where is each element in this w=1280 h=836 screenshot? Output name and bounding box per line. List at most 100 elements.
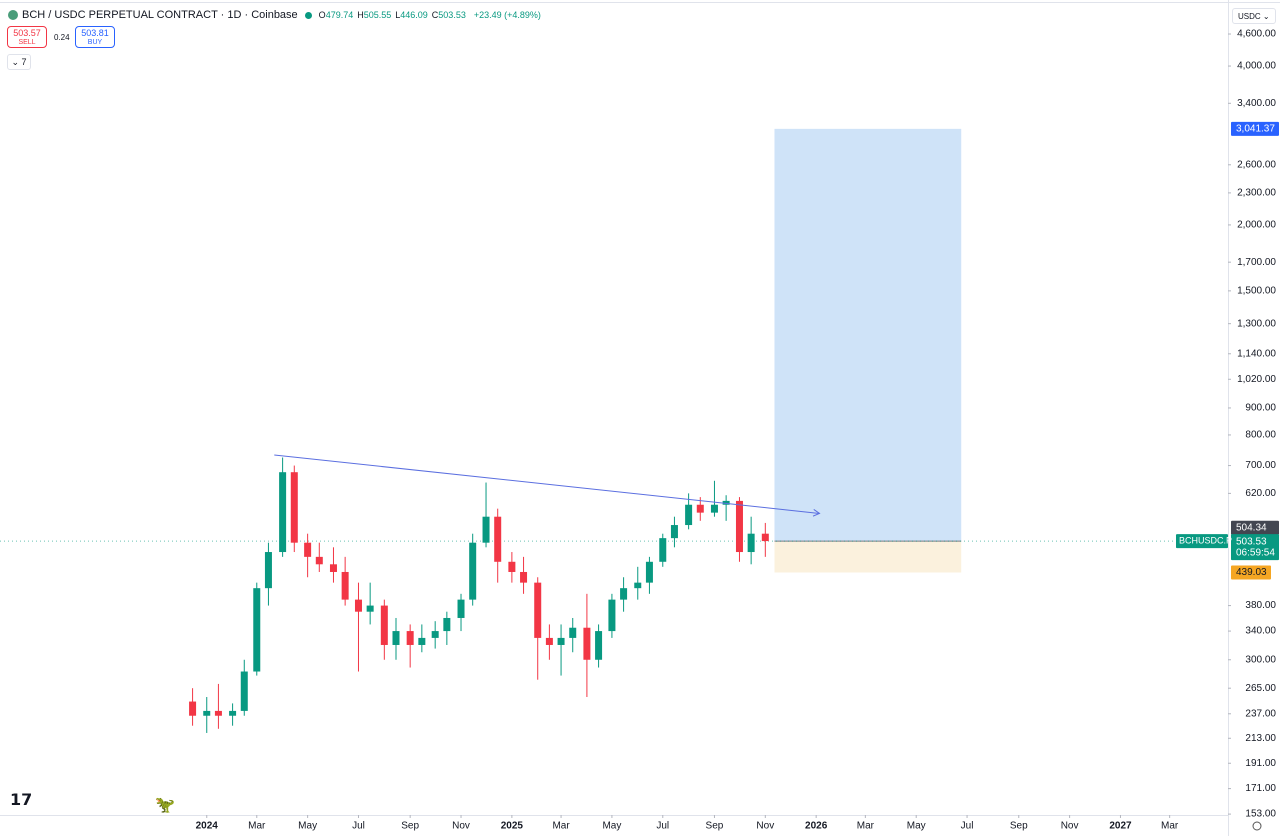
candle-body bbox=[747, 533, 755, 553]
candle-body bbox=[645, 561, 653, 583]
settings-icon[interactable] bbox=[1252, 821, 1262, 831]
mark-price-label-bg bbox=[1231, 520, 1279, 535]
x-tick-label: Nov bbox=[756, 821, 774, 832]
ohlc-value: 503.53 bbox=[438, 10, 466, 20]
y-tick-label: 4,000.00 bbox=[1237, 61, 1276, 72]
sell-price: 503.57 bbox=[13, 28, 41, 38]
currency-select[interactable]: USDC ⌄ bbox=[1232, 8, 1276, 24]
x-tick-label: 2025 bbox=[501, 821, 524, 832]
candle-body bbox=[290, 472, 298, 543]
candle-body bbox=[494, 516, 502, 562]
y-tick-label: 2,300.00 bbox=[1237, 188, 1276, 199]
x-tick-label: Sep bbox=[1010, 821, 1028, 832]
symbol-icon bbox=[8, 10, 18, 20]
y-tick-label: 1,140.00 bbox=[1237, 348, 1276, 359]
indicators-toggle[interactable]: ⌄ 7 bbox=[7, 54, 31, 70]
y-tick-label: 3,400.00 bbox=[1237, 98, 1276, 109]
y-tick-label: 2,600.00 bbox=[1237, 159, 1276, 170]
y-tick-label: 700.00 bbox=[1245, 460, 1276, 471]
candle-body bbox=[583, 627, 591, 660]
candle-body bbox=[557, 637, 565, 645]
indicator-count: 7 bbox=[21, 57, 27, 67]
candle-body bbox=[329, 564, 337, 572]
y-tick-label: 300.00 bbox=[1245, 654, 1276, 665]
candle-body bbox=[189, 701, 197, 716]
candle-body bbox=[304, 542, 312, 557]
candle-body bbox=[264, 552, 272, 589]
ohlc-key: L bbox=[395, 10, 401, 20]
candle-body bbox=[620, 588, 628, 600]
status-dot bbox=[304, 11, 312, 19]
y-tick-label: 1,020.00 bbox=[1237, 374, 1276, 385]
ohlc-value: 479.74 bbox=[325, 10, 354, 20]
last-price-label: 503.53 bbox=[1236, 537, 1267, 548]
y-tick-label: 1,300.00 bbox=[1237, 318, 1276, 329]
symbol: BCH / USDC PERPETUAL CONTRACT · 1D · Coi… bbox=[22, 9, 298, 21]
candle-body bbox=[482, 516, 490, 543]
candle-body bbox=[735, 500, 743, 553]
y-tick-label: 237.00 bbox=[1245, 708, 1276, 719]
y-tick-label: 1,700.00 bbox=[1237, 257, 1276, 268]
x-tick-label: Nov bbox=[452, 821, 470, 832]
sell-button[interactable]: 503.57 SELL bbox=[7, 26, 47, 48]
spread: 0.24 bbox=[54, 33, 70, 42]
trend-arrow-head bbox=[812, 509, 821, 517]
y-tick-label: 265.00 bbox=[1245, 683, 1276, 694]
countdown: 06:59:54 bbox=[1236, 548, 1275, 559]
candle-body bbox=[520, 571, 528, 583]
candle-body bbox=[392, 631, 400, 645]
candle-body bbox=[569, 627, 577, 638]
trend-line bbox=[274, 454, 820, 514]
candle-body bbox=[608, 599, 616, 632]
x-tick-label: Sep bbox=[706, 821, 724, 832]
x-tick-label: Jul bbox=[656, 821, 669, 832]
x-tick-label: 2027 bbox=[1109, 821, 1132, 832]
candle-body bbox=[545, 637, 553, 645]
x-tick-label: Mar bbox=[552, 821, 570, 832]
candle-body bbox=[634, 582, 642, 589]
candle-body bbox=[534, 582, 542, 638]
y-tick-label: 213.00 bbox=[1245, 733, 1276, 744]
candle-body bbox=[380, 605, 388, 645]
candle-body bbox=[315, 556, 323, 565]
last-price-bg bbox=[1231, 534, 1279, 561]
candle-body bbox=[508, 561, 516, 572]
x-tick-label: Mar bbox=[1161, 821, 1179, 832]
y-tick-label: 171.00 bbox=[1245, 783, 1276, 794]
candle-body bbox=[722, 500, 730, 505]
candle-body bbox=[366, 605, 374, 612]
candle-body bbox=[354, 599, 362, 612]
y-tick-label: 191.00 bbox=[1245, 758, 1276, 769]
candle-body bbox=[595, 631, 603, 660]
profit-zone bbox=[774, 128, 962, 542]
candle-body bbox=[240, 671, 248, 711]
symbol-tag: BCHUSDC.P bbox=[1179, 535, 1232, 545]
x-tick-label: Sep bbox=[401, 821, 419, 832]
target-label: 3,041.37 bbox=[1236, 123, 1275, 134]
buy-button[interactable]: 503.81 BUY bbox=[75, 26, 115, 48]
ohlc-key: H bbox=[357, 10, 364, 20]
candle-body bbox=[431, 631, 439, 638]
buy-label: BUY bbox=[87, 39, 103, 46]
x-tick-label: May bbox=[602, 821, 621, 832]
mark-price-label: 504.34 bbox=[1236, 522, 1267, 533]
candle-body bbox=[418, 637, 426, 645]
y-tick-label: 800.00 bbox=[1245, 430, 1276, 441]
x-tick-label: 2026 bbox=[805, 821, 828, 832]
candle-body bbox=[710, 504, 718, 513]
candle-body bbox=[761, 533, 769, 542]
y-tick-label: 340.00 bbox=[1245, 626, 1276, 637]
stop-label-bg bbox=[1231, 565, 1271, 580]
candle-body bbox=[457, 599, 465, 618]
x-tick-label: Jul bbox=[352, 821, 365, 832]
symbol-tag-bg bbox=[1176, 534, 1228, 549]
candle-body bbox=[685, 504, 693, 526]
change: +23.49 (+4.89%) bbox=[473, 10, 541, 20]
x-tick-label: May bbox=[907, 821, 926, 832]
candle-body bbox=[659, 538, 667, 562]
ohlc: O479.74 H505.55 L446.09 C503.53 bbox=[319, 10, 470, 20]
loss-zone bbox=[774, 541, 962, 573]
legend: BCH / USDC PERPETUAL CONTRACT · 1D · Coi… bbox=[8, 9, 541, 21]
